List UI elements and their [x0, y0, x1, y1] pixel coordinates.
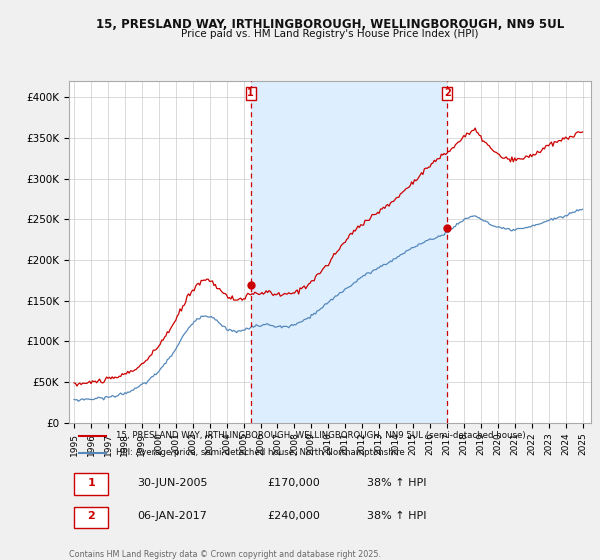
Text: 38% ↑ HPI: 38% ↑ HPI [367, 511, 426, 521]
Text: £240,000: £240,000 [268, 511, 320, 521]
Text: 2: 2 [444, 88, 451, 99]
Text: 15, PRESLAND WAY, IRTHLINGBOROUGH, WELLINGBOROUGH, NN9 5UL (semi-detached house): 15, PRESLAND WAY, IRTHLINGBOROUGH, WELLI… [116, 431, 526, 440]
Text: Price paid vs. HM Land Registry's House Price Index (HPI): Price paid vs. HM Land Registry's House … [181, 29, 479, 39]
Text: 06-JAN-2017: 06-JAN-2017 [137, 511, 207, 521]
Text: Contains HM Land Registry data © Crown copyright and database right 2025.
This d: Contains HM Land Registry data © Crown c… [69, 550, 381, 560]
FancyBboxPatch shape [74, 507, 108, 528]
Text: £170,000: £170,000 [268, 478, 320, 488]
Text: 1: 1 [88, 478, 95, 488]
Text: 38% ↑ HPI: 38% ↑ HPI [367, 478, 426, 488]
Text: HPI: Average price, semi-detached house, North Northamptonshire: HPI: Average price, semi-detached house,… [116, 449, 405, 458]
Text: 15, PRESLAND WAY, IRTHLINGBOROUGH, WELLINGBOROUGH, NN9 5UL: 15, PRESLAND WAY, IRTHLINGBOROUGH, WELLI… [96, 18, 564, 31]
Text: 30-JUN-2005: 30-JUN-2005 [137, 478, 208, 488]
Text: 2: 2 [88, 511, 95, 521]
Text: 1: 1 [247, 88, 254, 99]
FancyBboxPatch shape [74, 473, 108, 495]
Bar [251, 81, 447, 423]
